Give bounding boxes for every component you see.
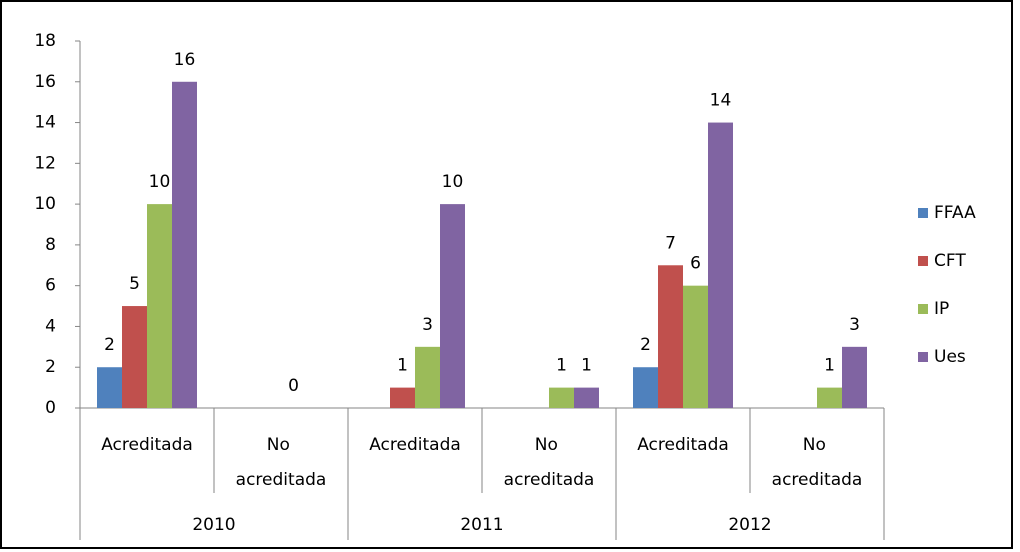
bar xyxy=(574,387,599,408)
bar xyxy=(172,81,197,409)
data-label: 1 xyxy=(397,356,408,376)
y-tick-label: 10 xyxy=(34,194,56,214)
bar xyxy=(549,387,574,408)
x-tick-label-line: acreditada xyxy=(504,470,595,490)
x-tick-label: Acreditada xyxy=(101,435,193,455)
data-label: 0 xyxy=(288,376,299,396)
data-label: 5 xyxy=(129,274,140,294)
bar xyxy=(842,346,867,408)
bar xyxy=(440,204,465,408)
y-tick-label: 14 xyxy=(34,113,56,133)
y-tick-label: 6 xyxy=(45,276,56,296)
x-tick-label: Acreditada xyxy=(369,435,461,455)
group-label: 2010 xyxy=(192,515,235,535)
y-tick-label: 4 xyxy=(45,316,56,336)
bar xyxy=(817,387,842,408)
y-tick-label: 2 xyxy=(45,357,56,377)
bar xyxy=(390,387,415,408)
legend-label: IP xyxy=(934,299,949,319)
data-label: 1 xyxy=(581,356,592,376)
x-tick-label-line: Acreditada xyxy=(101,435,193,455)
legend-swatch xyxy=(918,256,928,266)
data-label: 3 xyxy=(422,315,433,335)
bar xyxy=(633,367,658,408)
x-tick-label: No acreditada xyxy=(772,435,863,490)
bar xyxy=(147,204,172,408)
x-tick-label: No acreditada xyxy=(236,435,327,490)
bar xyxy=(708,122,733,409)
bar xyxy=(97,367,122,408)
legend-swatch xyxy=(918,208,928,218)
x-tick-label-line: No xyxy=(267,435,296,455)
y-tick-label: 0 xyxy=(45,398,56,418)
data-label: 10 xyxy=(442,172,464,192)
data-label: 16 xyxy=(174,50,196,70)
legend-label: CFT xyxy=(934,251,966,271)
x-tick-label: No acreditada xyxy=(504,435,595,490)
x-tick-label: Acreditada xyxy=(637,435,729,455)
bar xyxy=(683,285,708,408)
legend-swatch xyxy=(918,352,928,362)
y-tick-label: 16 xyxy=(34,72,56,92)
x-tick-label-line: acreditada xyxy=(772,470,863,490)
legend-label: FFAA xyxy=(934,203,976,223)
group-label: 2011 xyxy=(460,515,503,535)
data-label: 14 xyxy=(710,91,732,111)
x-tick-label-line: No xyxy=(535,435,564,455)
x-tick-label-line: acreditada xyxy=(236,470,327,490)
group-label: 2012 xyxy=(728,515,771,535)
y-tick-label: 12 xyxy=(34,153,56,173)
bar xyxy=(415,346,440,408)
legend-label: Ues xyxy=(934,347,966,367)
data-label: 2 xyxy=(104,335,115,355)
legend-swatch xyxy=(918,304,928,314)
y-tick-label: 8 xyxy=(45,235,56,255)
bar xyxy=(122,306,147,408)
data-label: 1 xyxy=(556,356,567,376)
data-label: 2 xyxy=(640,335,651,355)
x-tick-label-line: Acreditada xyxy=(369,435,461,455)
data-label: 3 xyxy=(849,315,860,335)
data-label: 10 xyxy=(149,172,171,192)
data-label: 7 xyxy=(665,233,676,253)
y-tick-label: 18 xyxy=(34,31,56,51)
x-tick-label-line: Acreditada xyxy=(637,435,729,455)
data-label: 1 xyxy=(824,356,835,376)
data-label: 6 xyxy=(690,254,701,274)
x-tick-label-line: No xyxy=(803,435,832,455)
bar xyxy=(658,265,683,408)
